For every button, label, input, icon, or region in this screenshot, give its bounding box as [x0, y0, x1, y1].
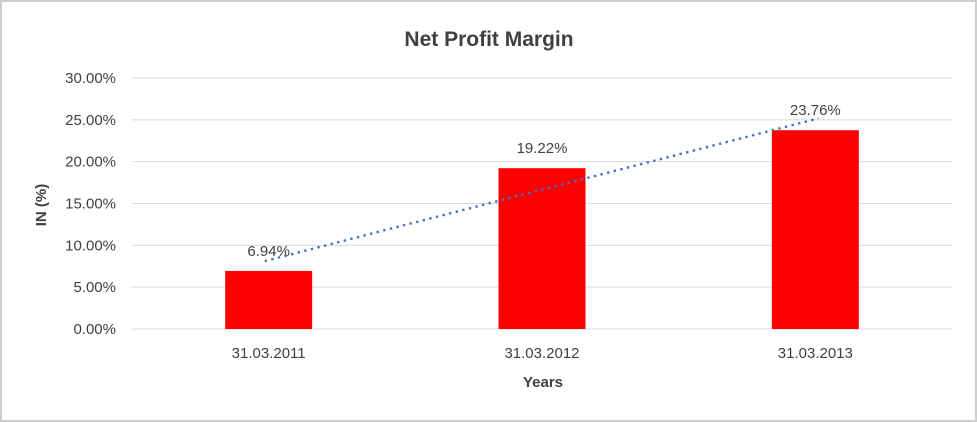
- y-tick-label: 5.00%: [73, 279, 116, 296]
- chart-title: Net Profit Margin: [404, 28, 573, 51]
- y-tick-label: 0.00%: [73, 321, 116, 338]
- bar: [225, 270, 313, 329]
- bar-series: [225, 130, 859, 329]
- y-axis-tick-labels: 0.00% 5.00% 10.00% 15.00% 20.00% 25.00% 30.00%: [65, 70, 116, 338]
- y-tick-label: 25.00%: [65, 112, 116, 129]
- x-axis-title: Years: [523, 374, 563, 391]
- x-axis-tick-labels: 31.03.2011 31.03.2012 31.03.2013: [232, 345, 853, 362]
- bar: [498, 168, 586, 329]
- x-tick-label: 31.03.2013: [778, 345, 853, 362]
- trendline: [264, 117, 819, 263]
- y-tick-label: 20.00%: [65, 154, 116, 171]
- bar-data-label: 19.22%: [517, 140, 568, 157]
- bar: [771, 130, 859, 329]
- y-axis-title: IN (%): [33, 184, 50, 227]
- y-tick-label: 15.00%: [65, 196, 116, 213]
- y-tick-label: 10.00%: [65, 237, 116, 254]
- bar-data-label: 6.94%: [247, 243, 290, 260]
- x-tick-label: 31.03.2011: [232, 345, 306, 362]
- y-tick-label: 30.00%: [65, 70, 116, 87]
- bar-data-label: 23.76%: [790, 102, 841, 119]
- data-labels: 6.94% 19.22% 23.76%: [247, 102, 840, 260]
- x-tick-label: 31.03.2012: [504, 345, 579, 362]
